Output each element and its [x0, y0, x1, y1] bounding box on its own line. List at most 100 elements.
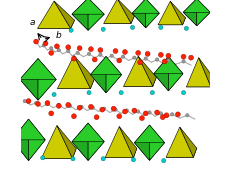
Polygon shape [158, 18, 185, 25]
Circle shape [49, 46, 53, 50]
Polygon shape [168, 57, 183, 91]
Circle shape [46, 102, 49, 106]
Polygon shape [134, 125, 165, 143]
Circle shape [162, 159, 166, 163]
Polygon shape [197, 0, 210, 26]
Circle shape [164, 113, 169, 118]
Polygon shape [146, 0, 159, 28]
Circle shape [182, 91, 186, 95]
Circle shape [57, 103, 61, 107]
Circle shape [122, 50, 128, 54]
Circle shape [110, 54, 113, 57]
Polygon shape [106, 57, 122, 93]
Polygon shape [38, 59, 56, 100]
Polygon shape [54, 1, 75, 28]
Circle shape [80, 105, 83, 108]
Polygon shape [57, 125, 76, 159]
Circle shape [140, 116, 144, 121]
Polygon shape [186, 58, 211, 87]
Circle shape [148, 111, 151, 114]
Polygon shape [117, 0, 134, 23]
Circle shape [167, 59, 170, 62]
Circle shape [76, 51, 79, 55]
Circle shape [186, 114, 189, 117]
Polygon shape [72, 0, 104, 14]
Circle shape [117, 114, 122, 119]
Polygon shape [186, 78, 214, 87]
Polygon shape [154, 57, 168, 91]
Circle shape [52, 92, 56, 97]
Circle shape [131, 25, 135, 29]
Polygon shape [149, 125, 165, 160]
Polygon shape [74, 56, 94, 89]
Circle shape [155, 58, 159, 61]
Polygon shape [29, 119, 45, 161]
Circle shape [136, 50, 141, 55]
Circle shape [88, 104, 93, 109]
Circle shape [34, 101, 38, 105]
Polygon shape [132, 0, 159, 13]
Circle shape [99, 53, 102, 57]
Polygon shape [72, 142, 104, 160]
Polygon shape [12, 140, 45, 161]
Polygon shape [166, 127, 194, 157]
Circle shape [66, 102, 71, 107]
Circle shape [155, 110, 160, 115]
Circle shape [45, 101, 50, 105]
Circle shape [34, 39, 39, 44]
Polygon shape [119, 126, 137, 158]
Circle shape [162, 59, 167, 64]
Polygon shape [132, 0, 146, 28]
Polygon shape [57, 56, 91, 89]
Circle shape [111, 106, 116, 111]
Polygon shape [183, 0, 197, 26]
Circle shape [137, 110, 140, 113]
Circle shape [150, 91, 155, 95]
Polygon shape [12, 119, 29, 161]
Circle shape [133, 56, 136, 59]
Polygon shape [91, 57, 122, 75]
Circle shape [71, 157, 75, 161]
Polygon shape [134, 125, 149, 160]
Polygon shape [138, 56, 156, 86]
Polygon shape [132, 13, 159, 28]
Circle shape [160, 115, 165, 120]
Polygon shape [134, 143, 165, 160]
Circle shape [91, 106, 94, 109]
Circle shape [68, 104, 72, 108]
Circle shape [67, 49, 70, 53]
Circle shape [138, 60, 143, 65]
Polygon shape [105, 126, 134, 158]
Circle shape [77, 46, 82, 51]
Text: a: a [30, 18, 35, 27]
Polygon shape [104, 0, 131, 23]
Circle shape [42, 44, 45, 47]
Circle shape [182, 60, 185, 63]
Circle shape [77, 105, 82, 110]
Circle shape [101, 157, 105, 161]
Circle shape [66, 45, 71, 50]
Circle shape [88, 47, 93, 52]
Circle shape [92, 57, 97, 62]
Polygon shape [72, 123, 88, 160]
Circle shape [87, 91, 91, 95]
Circle shape [114, 108, 117, 111]
Polygon shape [124, 56, 153, 86]
Polygon shape [12, 119, 45, 140]
Polygon shape [37, 20, 75, 28]
Circle shape [57, 48, 61, 52]
Polygon shape [104, 16, 134, 23]
Polygon shape [20, 59, 38, 100]
Circle shape [144, 57, 147, 60]
Circle shape [69, 28, 73, 32]
Circle shape [143, 111, 148, 116]
Circle shape [55, 44, 59, 49]
Circle shape [87, 52, 91, 56]
Circle shape [181, 54, 186, 59]
Polygon shape [41, 125, 73, 159]
Circle shape [34, 40, 38, 43]
Polygon shape [20, 59, 56, 79]
Circle shape [113, 49, 118, 53]
Polygon shape [88, 123, 104, 160]
Circle shape [132, 108, 137, 113]
